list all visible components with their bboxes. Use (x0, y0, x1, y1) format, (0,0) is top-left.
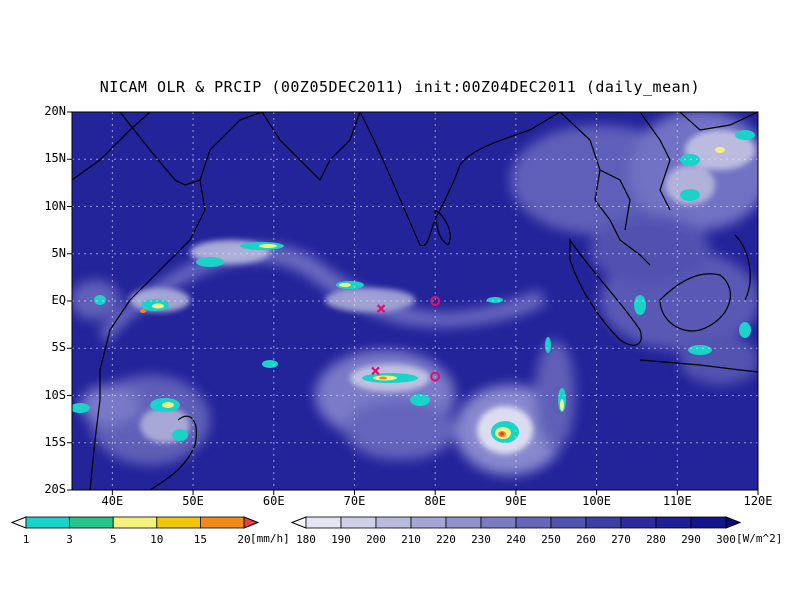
coastlines (72, 112, 758, 490)
map-title: NICAM OLR & PRCIP (00Z05DEC2011) init:00… (99, 78, 701, 96)
colorbar-swatch (585, 516, 622, 529)
colorbar-swatch (515, 516, 552, 529)
colorbar-swatch (480, 516, 517, 529)
lon-label: 40E (101, 494, 124, 508)
lon-label: 50E (182, 494, 204, 508)
colorbar-swatch (410, 516, 447, 529)
colorbar-level-label: 200 (366, 533, 386, 546)
cross-marker (376, 304, 386, 313)
ticks (67, 111, 759, 495)
colorbar-level-label: 240 (506, 533, 526, 546)
colorbar-low-arrow (290, 516, 307, 529)
precip-unit: [mm/h] (250, 532, 290, 545)
colorbar-high-arrow (243, 516, 260, 529)
lon-label: 70E (343, 494, 366, 508)
lat-label: 20S (44, 482, 66, 496)
colorbar-level-label: 210 (401, 533, 421, 546)
colorbar-level-label: 300 (716, 533, 736, 546)
colorbar-swatch (25, 516, 70, 529)
lat-label: 20N (44, 104, 66, 118)
lon-label: 100E (582, 494, 612, 508)
colorbar-swatch (305, 516, 342, 529)
lat-label: 5N (51, 245, 66, 260)
colorbar-level-label: 190 (331, 533, 351, 546)
lat-label: 15S (44, 434, 66, 449)
lon-label: 110E (662, 494, 692, 508)
colorbar-swatch (112, 516, 158, 529)
colorbar-level-label: 5 (109, 533, 117, 546)
colorbar-swatch (690, 516, 727, 529)
lat-label: 15N (44, 151, 66, 166)
colorbar-swatch (620, 516, 657, 529)
lat-label: EQ (51, 293, 66, 307)
colorbar-swatch (340, 516, 377, 529)
olr-colorbar (290, 516, 742, 529)
colorbar-level-label: 20 (237, 533, 251, 546)
circle-marker (430, 371, 441, 382)
colorbar-high-arrow (725, 516, 742, 529)
colorbar-swatch (550, 516, 587, 529)
precip-colorbar (10, 516, 260, 529)
lon-label: 120E (743, 494, 773, 508)
grid (72, 112, 758, 490)
colorbar-level-label: 1 (22, 533, 30, 546)
colorbar-swatch (445, 516, 482, 529)
colorbar-level-label: 3 (66, 533, 73, 546)
circle-marker (430, 296, 441, 306)
colorbar-level-label: 230 (471, 533, 491, 546)
colorbar-swatch (156, 516, 201, 529)
colorbar-swatch (655, 516, 692, 529)
olr-unit: [W/m^2] (736, 532, 783, 545)
colorbar-level-label: 15 (193, 533, 208, 546)
lat-label: 5S (51, 340, 66, 355)
colorbar-swatch (199, 516, 245, 529)
lon-label: 90E (505, 494, 527, 508)
colorbar-swatch (69, 516, 114, 529)
colorbar-level-label: 180 (296, 533, 316, 546)
colorbar-level-label: 220 (436, 533, 456, 546)
lon-label: 80E (424, 494, 447, 508)
colorbar-low-arrow (10, 516, 27, 529)
lat-label: 10N (44, 198, 66, 213)
markers (371, 296, 441, 382)
colorbar-level-label: 250 (541, 533, 561, 546)
colorbar-level-label: 260 (576, 533, 596, 546)
colorbar-level-label: 270 (611, 533, 631, 546)
colorbar-swatch (375, 516, 412, 529)
colorbar-level-label: 280 (646, 533, 666, 546)
cross-marker (371, 366, 380, 376)
colorbar-level-label: 290 (681, 533, 701, 546)
lon-label: 60E (262, 494, 285, 508)
lat-label: 10S (44, 387, 66, 402)
colorbar-level-label: 10 (150, 533, 164, 546)
precip-field (72, 130, 755, 443)
